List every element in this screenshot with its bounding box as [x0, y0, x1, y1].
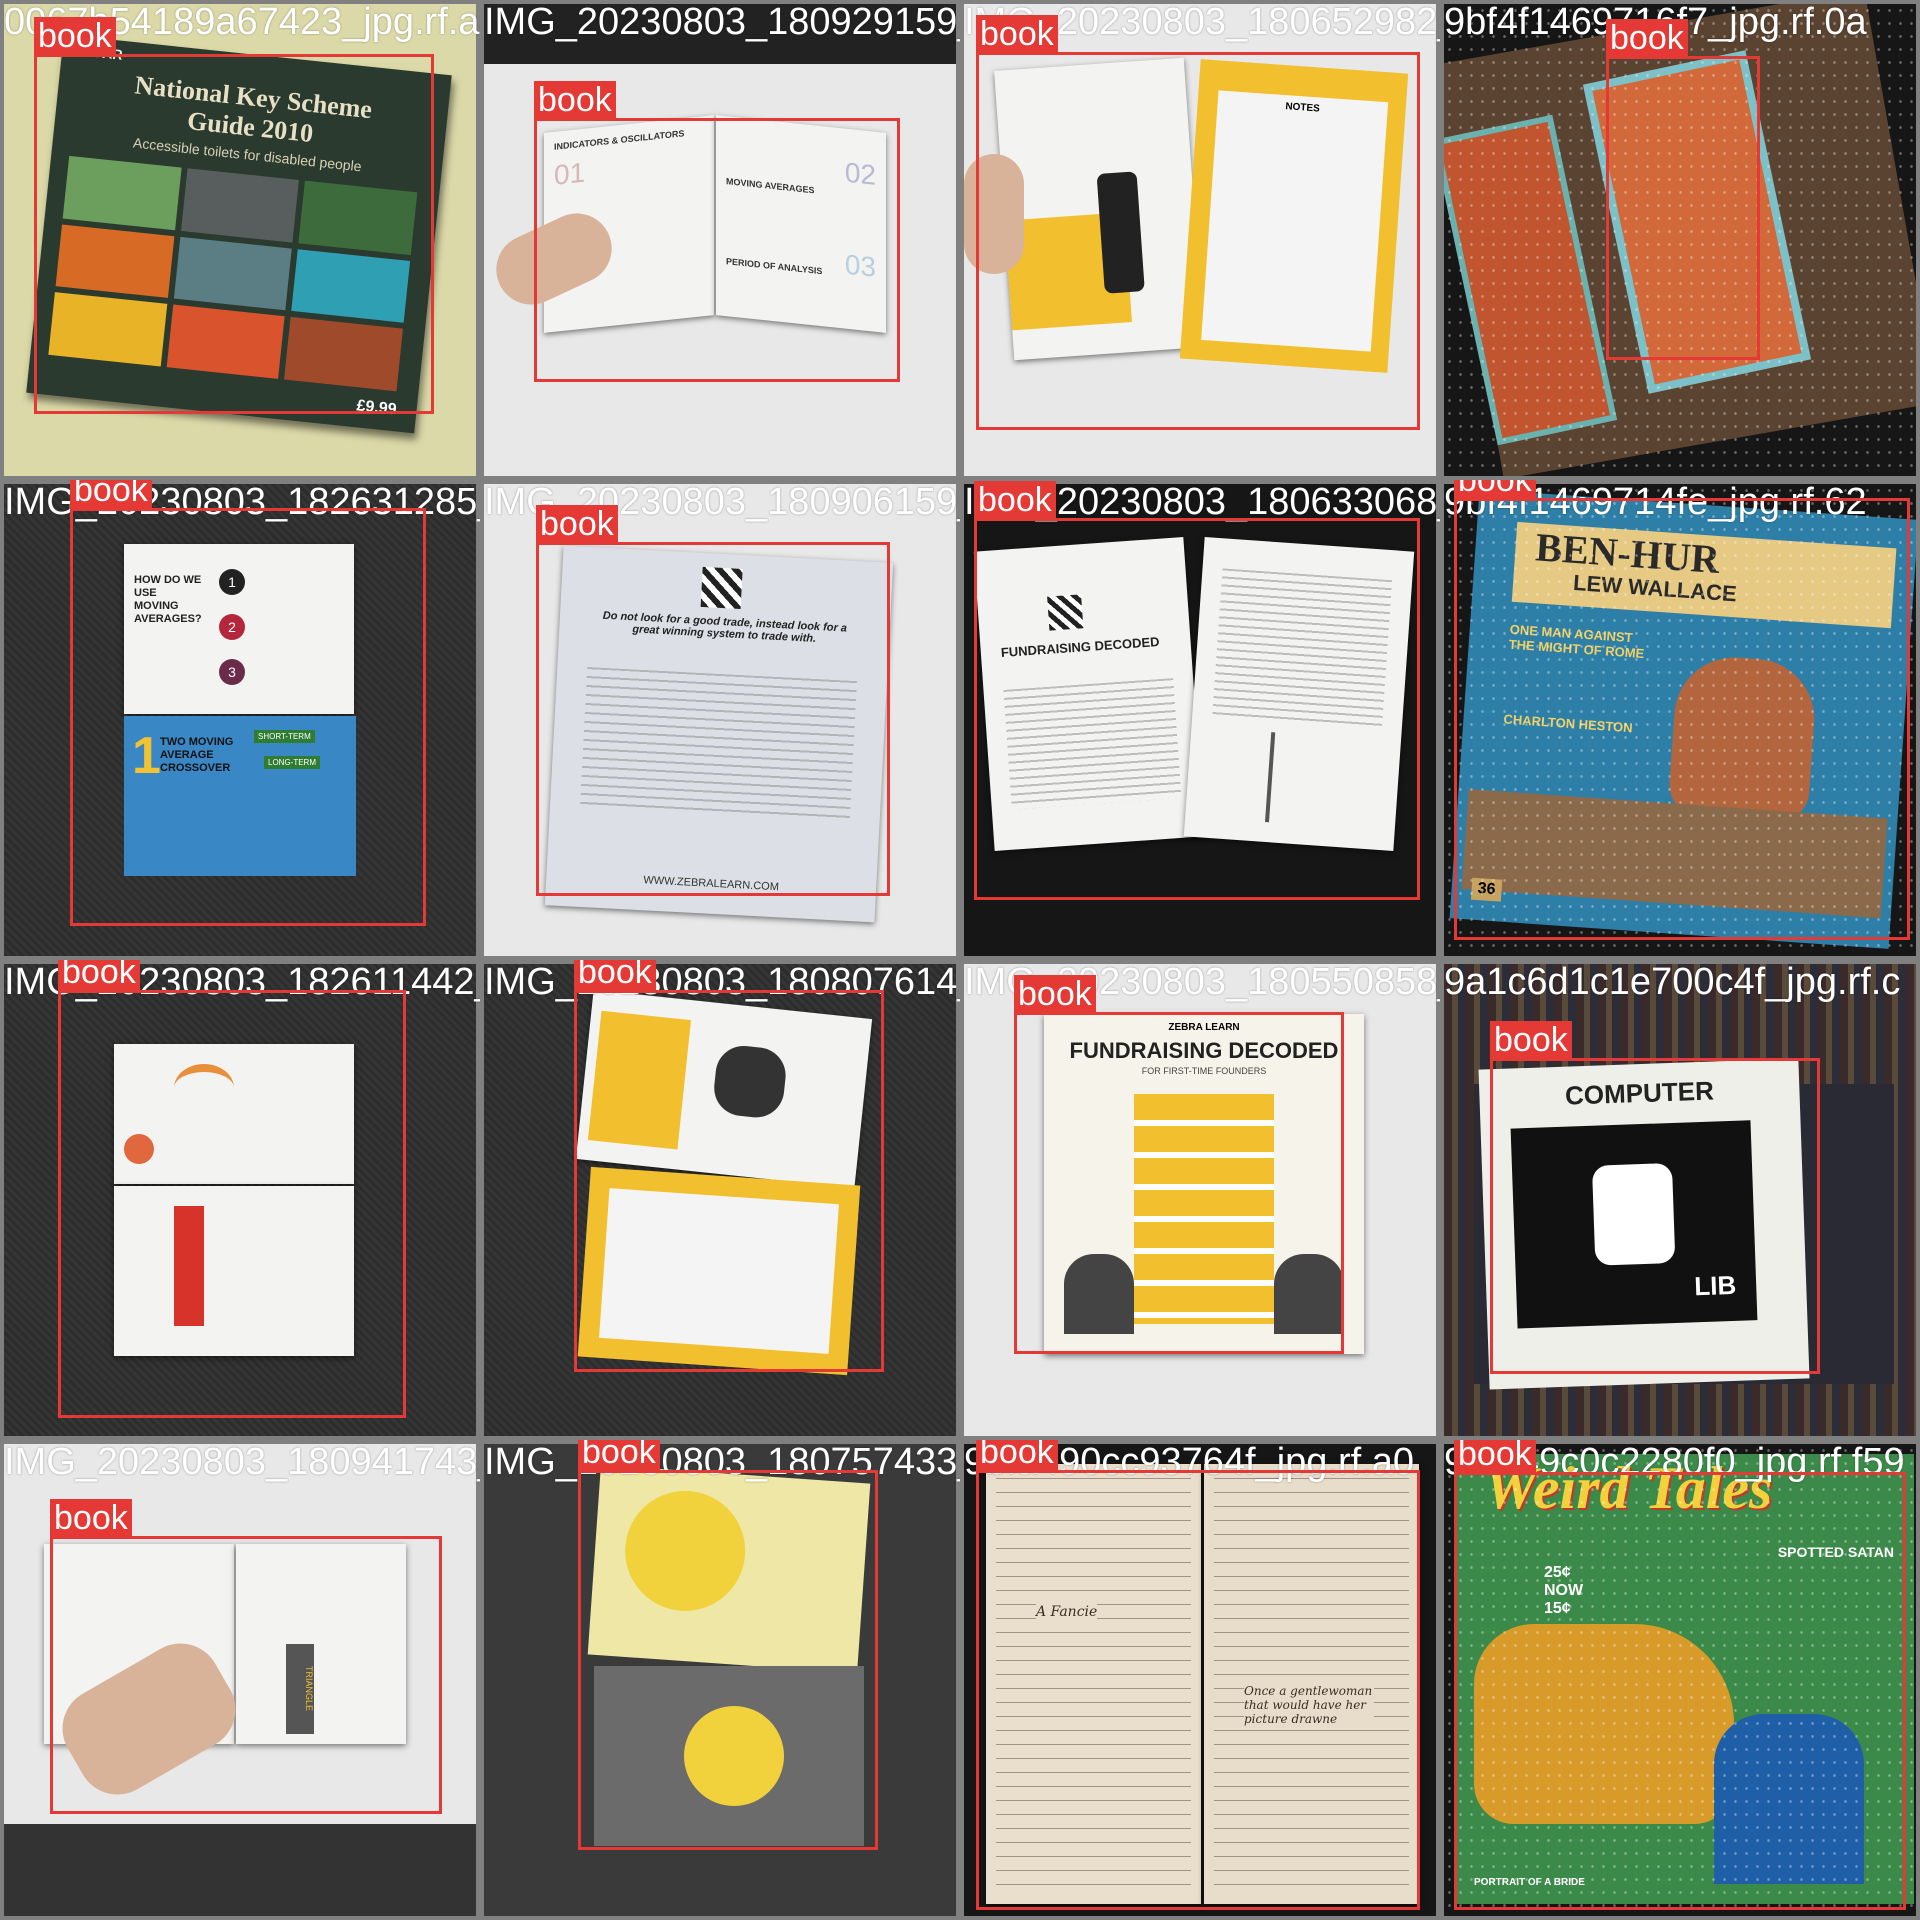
photo-6: FUNDRAISING DECODED — [964, 484, 1436, 956]
sign-long-term: LONG-TERM — [264, 756, 320, 769]
bbox-label: book — [976, 15, 1058, 53]
bounding-box: book — [534, 81, 900, 382]
top-page — [114, 1044, 354, 1184]
bbox-label: book — [976, 1440, 1058, 1471]
tile-filename: IMG_20230803_180929159_jpg — [484, 1, 960, 43]
tile-filename: IMG_20230803_180941743_jpg — [4, 1441, 480, 1483]
photo-5: Do not look for a good trade, instead lo… — [484, 484, 956, 956]
bottom-page — [594, 1666, 864, 1846]
book-cover: ZEBRA LEARN FUNDRAISING DECODED FOR FIRS… — [1044, 1014, 1364, 1354]
tile-14: A Fancie Once a gentlewoman that would h… — [960, 1440, 1440, 1920]
cover-title: FUNDRAISING DECODED — [1069, 1038, 1339, 1063]
hand — [964, 154, 1024, 274]
bounding-box: book — [1014, 975, 1344, 1354]
bottom-page: 1 TWO MOVING AVERAGE CROSSOVER SHORT-TER… — [124, 716, 356, 876]
bounding-box: book — [1490, 1021, 1820, 1374]
bounding-box: book — [976, 15, 1420, 430]
tile-15: Weird Tales SPOTTED SATAN 25¢ NOW 15¢ PO… — [1440, 1440, 1920, 1920]
bbox-label: book — [1014, 975, 1096, 1013]
bbox-label: book — [1606, 19, 1688, 57]
bounding-box: book — [70, 480, 426, 926]
top-page: HOW DO WE USE MOVING AVERAGES? 1 2 3 — [124, 544, 354, 714]
bbox-label: book — [574, 960, 656, 991]
photo-2: NOTES — [964, 4, 1436, 476]
tile-3: 9bf4f1469716f7_jpg.rf.0a book — [1440, 0, 1920, 480]
bbox-label: book — [1490, 1021, 1572, 1059]
photo-14: A Fancie Once a gentlewoman that would h… — [964, 1444, 1436, 1916]
bounding-box: book — [1454, 1440, 1906, 1910]
sign-short-term: SHORT-TERM — [254, 730, 315, 743]
tile-7: BEN-HUR LEW WALLACE ONE MAN AGAINST THE … — [1440, 480, 1920, 960]
step-2: 2 — [219, 614, 245, 640]
bbox-label: book — [58, 960, 140, 991]
photo-4: HOW DO WE USE MOVING AVERAGES? 1 2 3 1 T… — [4, 484, 476, 956]
step-3: 3 — [219, 659, 245, 685]
photo-3 — [1444, 4, 1916, 476]
tile-13: IMG_20230803_180757433_jpg book — [480, 1440, 960, 1920]
right-page: Once a gentlewoman that would have her p… — [1204, 1464, 1419, 1904]
left-page: A Fancie — [986, 1464, 1201, 1904]
tile-0: RADAR National Key Scheme Guide 2010 Acc… — [0, 0, 480, 480]
tile-10: ZEBRA LEARN FUNDRAISING DECODED FOR FIRS… — [960, 960, 1440, 1440]
bounding-box: book — [578, 1440, 878, 1850]
bottom-page — [114, 1186, 354, 1356]
tile-1: INDICATORS & OSCILLATORS 01 02 MOVING AV… — [480, 0, 960, 480]
tile-11: COMPUTER LIB 9a1c6d1c1e700c4f_jpg.rf.c b… — [1440, 960, 1920, 1440]
bounding-box: book — [34, 17, 434, 414]
tile-4: HOW DO WE USE MOVING AVERAGES? 1 2 3 1 T… — [0, 480, 480, 960]
bbox-label: book — [534, 81, 616, 119]
bounding-box: book — [536, 505, 890, 896]
tile-12: TRIANGLE IMG_20230803_180941743_jpg book — [0, 1440, 480, 1920]
big-number: 1 — [132, 727, 161, 785]
page-side-label: TRIANGLE — [286, 1644, 314, 1734]
page-subheading: TWO MOVING AVERAGE CROSSOVER — [160, 736, 234, 774]
bbox-label: book — [70, 480, 152, 509]
tile-filename: IMG_20230803_180807614_jpg — [484, 961, 960, 1003]
handwritten-note-2: Once a gentlewoman that would have her p… — [1244, 1684, 1374, 1726]
cover-footer: PORTRAIT OF A BRIDE — [1474, 1877, 1585, 1888]
page-question: HOW DO WE USE MOVING AVERAGES? — [134, 574, 202, 625]
bounding-box: book — [974, 481, 1420, 900]
handwritten-note-1: A Fancie — [1036, 1604, 1098, 1620]
photo-9 — [484, 964, 956, 1436]
cover-price: 25¢ NOW 15¢ — [1544, 1564, 1584, 1617]
bounding-box: book — [1454, 480, 1910, 940]
bounding-box: book — [976, 1440, 1420, 1910]
bounding-box: book — [50, 1499, 442, 1814]
tile-filename: IMG_20230803_180757433_jpg — [484, 1441, 960, 1483]
bounding-box: book — [574, 960, 884, 1372]
bbox-label: book — [578, 1440, 660, 1471]
bbox-label: book — [50, 1499, 132, 1537]
tile-8: IMG_20230803_182611442_jpg book — [0, 960, 480, 1440]
step-1: 1 — [219, 569, 245, 595]
bbox-label: book — [1454, 480, 1536, 499]
bbox-label: book — [34, 17, 116, 55]
right-page: TRIANGLE — [236, 1544, 406, 1744]
tile-filename: 9a1c6d1c1e700c4f_jpg.rf.c — [1444, 961, 1901, 1003]
photo-7: BEN-HUR LEW WALLACE ONE MAN AGAINST THE … — [1444, 484, 1916, 956]
bbox-label: book — [536, 505, 618, 543]
bbox-label: book — [974, 481, 1056, 519]
photo-15: Weird Tales SPOTTED SATAN 25¢ NOW 15¢ PO… — [1444, 1444, 1916, 1916]
tile-5: Do not look for a good trade, instead lo… — [480, 480, 960, 960]
tile-9: IMG_20230803_180807614_jpg book — [480, 960, 960, 1440]
photo-10: ZEBRA LEARN FUNDRAISING DECODED FOR FIRS… — [964, 964, 1436, 1436]
bbox-label: book — [1454, 1440, 1536, 1473]
cover-brand: ZEBRA LEARN — [1168, 1022, 1240, 1033]
photo-0: RADAR National Key Scheme Guide 2010 Acc… — [4, 4, 476, 476]
bounding-box: book — [58, 960, 406, 1418]
tile-2: NOTES IMG_20230803_180652982_jpg book — [960, 0, 1440, 480]
photo-8 — [4, 964, 476, 1436]
book-cover: Weird Tales SPOTTED SATAN 25¢ NOW 15¢ PO… — [1454, 1454, 1914, 1904]
bounding-box: book — [1606, 19, 1760, 360]
tile-6: FUNDRAISING DECODED IMG_20230803_1806330… — [960, 480, 1440, 960]
cover-subtitle: FOR FIRST-TIME FOUNDERS — [1141, 1066, 1267, 1076]
cover-headline: SPOTTED SATAN — [1777, 1544, 1894, 1560]
